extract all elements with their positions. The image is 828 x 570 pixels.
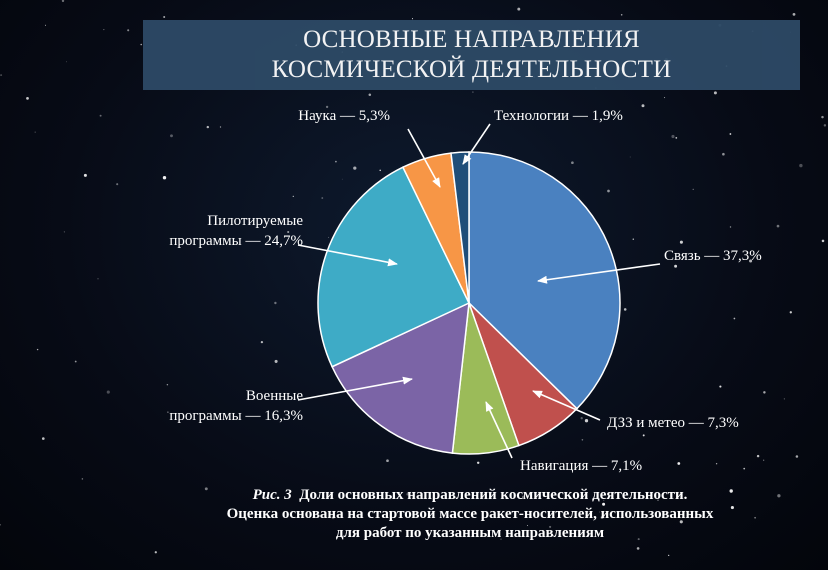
- slice-label-line: Связь — 37,3%: [664, 248, 762, 264]
- caption-figure-number: Рис. 3: [253, 487, 292, 503]
- slice-label-line: Наука — 5,3%: [298, 108, 390, 124]
- slice-label: ДЗЗ и метео — 7,3%: [607, 415, 739, 431]
- caption-line-1: Рис. 3 Доли основных направлений космиче…: [170, 486, 770, 505]
- slice-label-line: Военные: [246, 388, 303, 404]
- slice-label-line: программы — 16,3%: [169, 408, 303, 424]
- slice-label-line: Навигация — 7,1%: [520, 458, 642, 474]
- slice-label: Наука — 5,3%: [298, 108, 390, 124]
- slice-label: Связь — 37,3%: [664, 248, 762, 264]
- slice-label-line: ДЗЗ и метео — 7,3%: [607, 415, 739, 431]
- slice-label: Технологии — 1,9%: [494, 108, 623, 124]
- slice-label-line: Технологии — 1,9%: [494, 108, 623, 124]
- slice-label-line: Пилотируемые: [207, 213, 303, 229]
- figure-caption: Рис. 3 Доли основных направлений космиче…: [170, 486, 770, 543]
- caption-text-1: Доли основных направлений космической де…: [299, 487, 687, 503]
- caption-line-3: для работ по указанным направлениям: [170, 524, 770, 543]
- slice-label: Военные программы — 16,3%: [169, 388, 303, 424]
- slice-label: Пилотируемые программы — 24,7%: [169, 213, 303, 249]
- slice-label-line: программы — 24,7%: [169, 233, 303, 249]
- slice-label: Навигация — 7,1%: [520, 458, 642, 474]
- caption-line-2: Оценка основана на стартовой массе ракет…: [170, 505, 770, 524]
